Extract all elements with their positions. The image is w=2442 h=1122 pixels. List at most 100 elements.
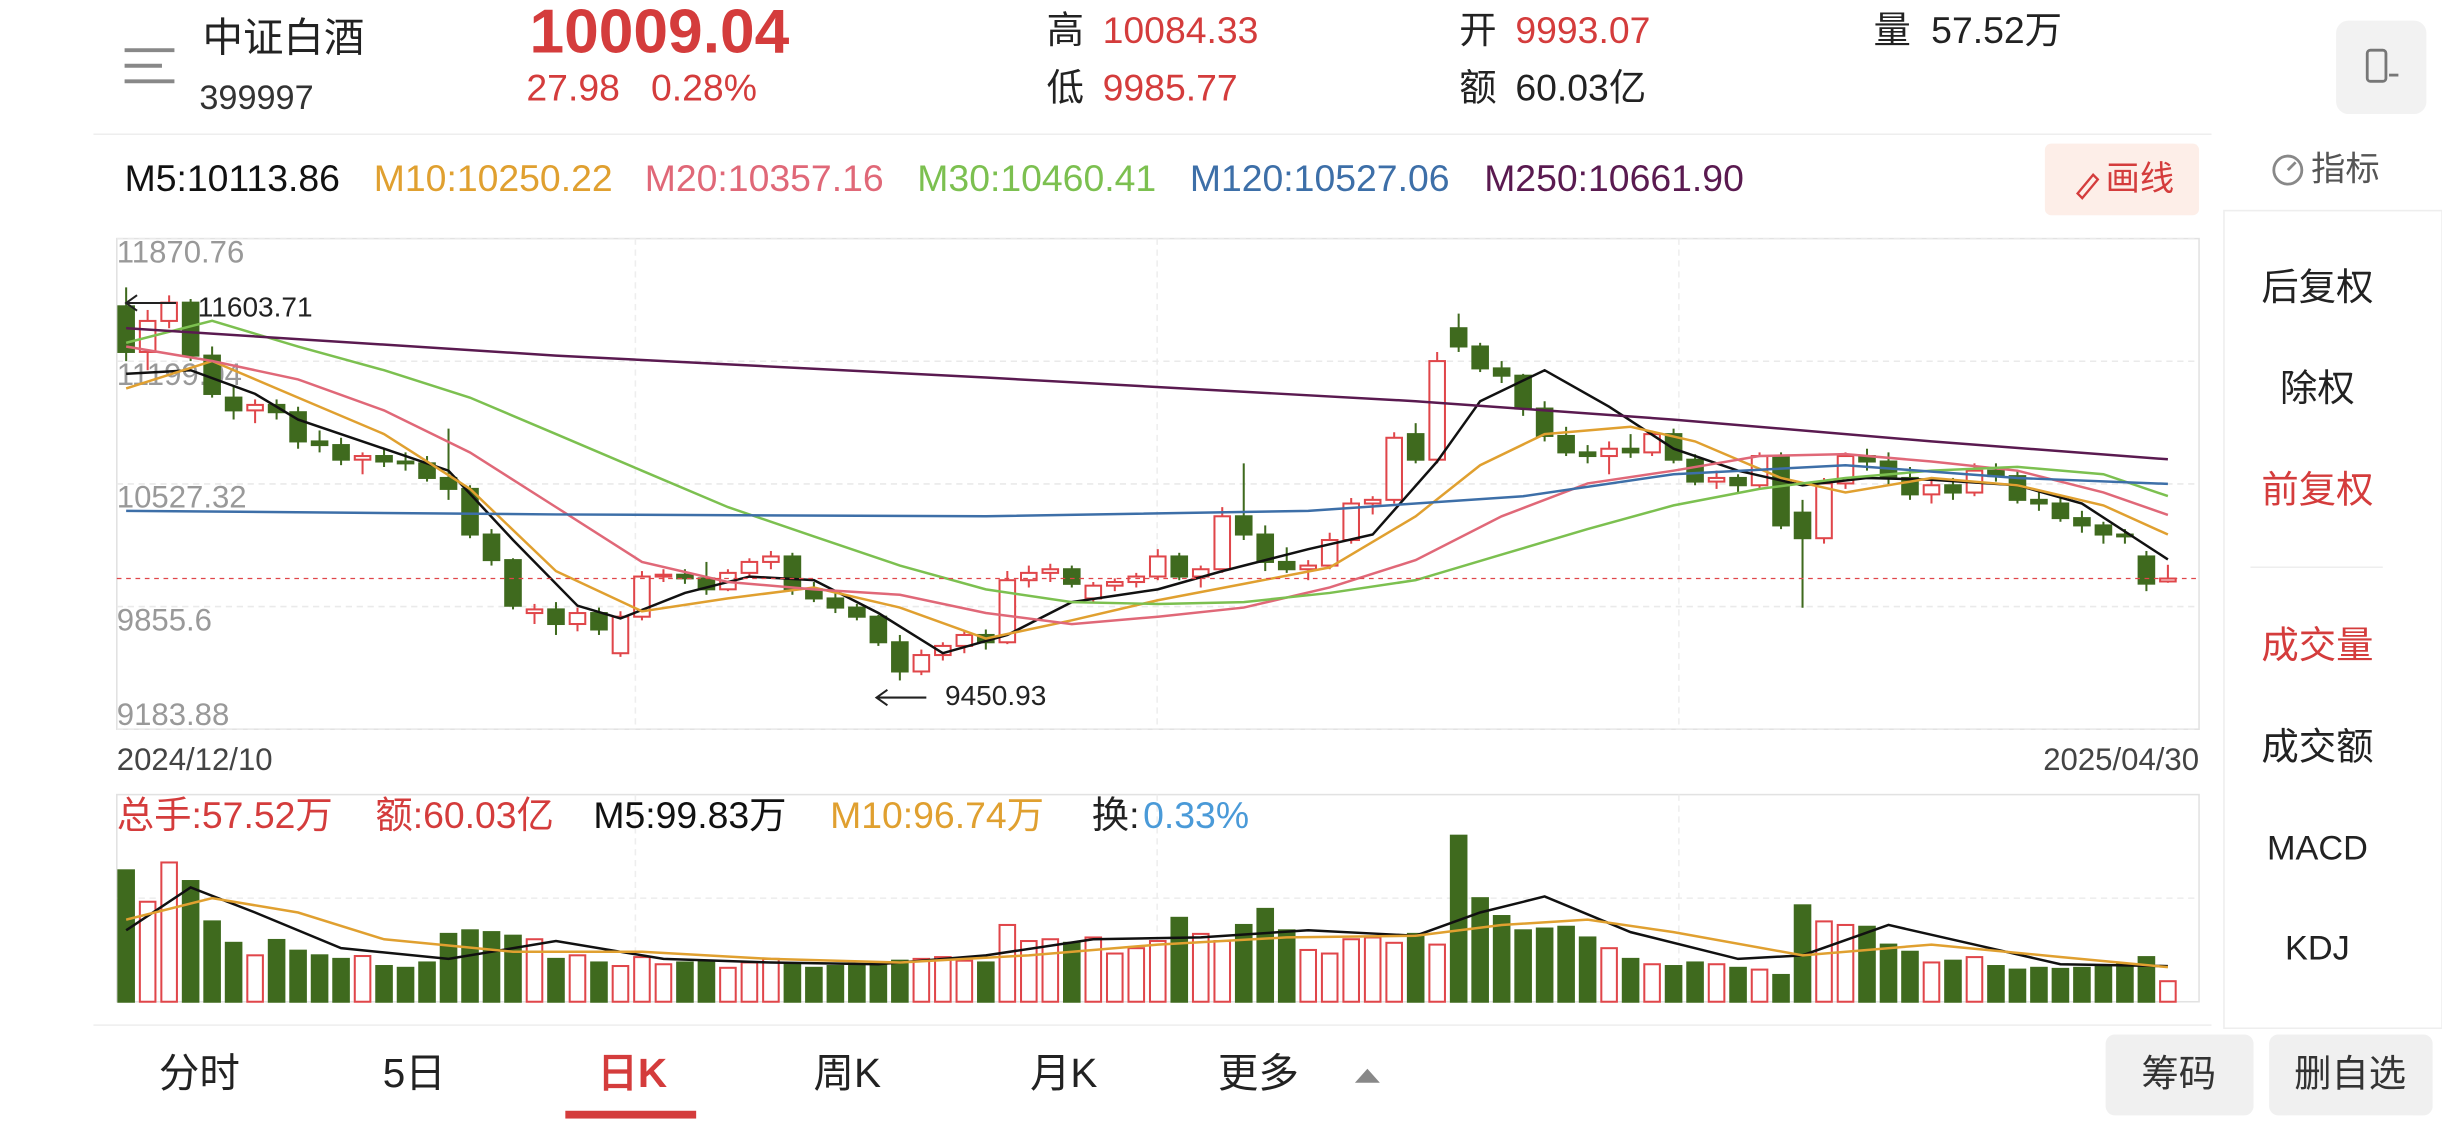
volume-bar: [1836, 923, 1855, 1003]
volume-bar: [1234, 923, 1253, 1003]
side-item[interactable]: KDJ: [2285, 929, 2350, 967]
tab[interactable]: 月K: [1030, 1050, 1098, 1096]
volume-bar: [1213, 940, 1232, 1003]
volume-bar: [1965, 956, 1984, 1003]
candle-body: [547, 608, 565, 626]
candle-body: [1105, 581, 1124, 587]
ma-line: [125, 359, 2169, 640]
candle-body: [1815, 482, 1833, 540]
candle-body: [955, 633, 974, 647]
candle-body: [912, 654, 931, 673]
side-item[interactable]: 成交量: [2261, 624, 2373, 666]
volume-bar: [1492, 915, 1511, 1003]
candle-body: [1385, 436, 1403, 501]
volume-bar: [117, 869, 135, 1003]
side-item[interactable]: 后复权: [2261, 266, 2373, 308]
indicator-button[interactable]: 指标: [2272, 151, 2380, 189]
tab[interactable]: 更多: [1218, 1050, 1299, 1096]
volume-bar: [998, 923, 1017, 1003]
side-item[interactable]: 前复权: [2261, 468, 2373, 510]
volume-bar: [1191, 932, 1210, 1003]
candle-body: [783, 555, 802, 591]
landscape-button[interactable]: [2336, 20, 2427, 115]
candle-body: [740, 560, 759, 574]
legend-entry: M5:99.83万: [593, 794, 786, 836]
candle-body: [568, 612, 587, 626]
legend-entry: M10:96.74万: [830, 794, 1044, 836]
volume-bar: [1686, 961, 1704, 1003]
last-price: 10009.04: [530, 0, 790, 67]
more-arrow: [1354, 1068, 1380, 1083]
candle-body: [224, 396, 243, 412]
volume-bar: [1858, 925, 1876, 1003]
candle-body: [1621, 447, 1640, 454]
high: 10084.33: [1103, 9, 1259, 51]
candle-body: [525, 608, 544, 615]
candle-body: [1277, 560, 1296, 571]
candle-body: [1707, 476, 1726, 483]
legend-entry: M30:10460.41: [917, 157, 1156, 199]
chip-button[interactable]: 筹码: [2105, 1034, 2254, 1116]
action-label: 筹码: [2141, 1052, 2216, 1094]
volume-bar: [289, 949, 307, 1003]
volume-amount: 额:60.03亿: [375, 794, 554, 836]
high-label: 高: [1047, 9, 1084, 51]
volume-bar: [934, 956, 952, 1003]
candle-body: [2051, 502, 2070, 520]
side-item[interactable]: 除权: [2280, 367, 2355, 409]
legend-entry: M10:10250.22: [374, 157, 613, 199]
candle-body: [353, 455, 372, 461]
side-item[interactable]: 成交额: [2261, 725, 2373, 767]
indicator-label: 指标: [2311, 151, 2380, 189]
menu-icon[interactable]: [124, 48, 175, 84]
volume: 57.52万: [1931, 9, 2062, 51]
draw-button[interactable]: 画线: [2044, 143, 2200, 216]
volume-bar: [1299, 948, 1318, 1003]
candle-body: [1256, 533, 1275, 563]
tab[interactable]: 分时: [159, 1050, 240, 1096]
ma-line: [125, 886, 2168, 968]
volume-bar: [439, 932, 458, 1003]
tab[interactable]: 周K: [813, 1050, 881, 1096]
volume-bar: [1148, 940, 1167, 1003]
candle-body: [2137, 555, 2156, 585]
volume-bar: [1041, 938, 1060, 1003]
low-annotation: 9450.93: [945, 680, 1046, 711]
side-item[interactable]: MACD: [2267, 830, 2368, 868]
volume-bar: [1277, 929, 1296, 1003]
y-tick-label: 10527.32: [117, 480, 247, 515]
ma-line: [125, 896, 2169, 969]
turnover-label: 换:: [1092, 794, 1140, 836]
volume-bar: [2159, 980, 2177, 1003]
candle-body: [246, 403, 264, 412]
tab-active[interactable]: 日K: [597, 1050, 667, 1096]
candle-body: [1686, 458, 1704, 483]
volume-bar: [1729, 966, 1747, 1003]
legend-entry: M20:10357.16: [645, 157, 884, 199]
volume-bar: [1815, 920, 1833, 1003]
volume-bar: [2051, 967, 2070, 1003]
volume-bar: [310, 954, 329, 1003]
candle-body: [1299, 564, 1318, 571]
open-label: 开: [1459, 9, 1496, 51]
candle-body: [891, 641, 909, 673]
volume-bar: [1643, 963, 1661, 1003]
volume-bar: [590, 961, 608, 1003]
candle-body: [676, 573, 694, 580]
tab[interactable]: 5日: [383, 1050, 446, 1096]
remove-button[interactable]: 删自选: [2269, 1034, 2433, 1116]
volume-label: 量: [1874, 9, 1911, 51]
volume-bar: [848, 965, 866, 1003]
volume-bar: [267, 938, 286, 1003]
candle-body: [289, 411, 307, 443]
arrow: [874, 688, 927, 707]
volume-bar: [203, 920, 221, 1003]
volume-bar: [1406, 932, 1425, 1003]
volume-bar: [1922, 961, 1941, 1003]
volume-bar: [1084, 936, 1103, 1003]
volume-bar: [224, 941, 243, 1003]
candle-body: [332, 444, 350, 461]
volume-bar: [740, 961, 759, 1003]
volume-bar: [353, 955, 372, 1003]
